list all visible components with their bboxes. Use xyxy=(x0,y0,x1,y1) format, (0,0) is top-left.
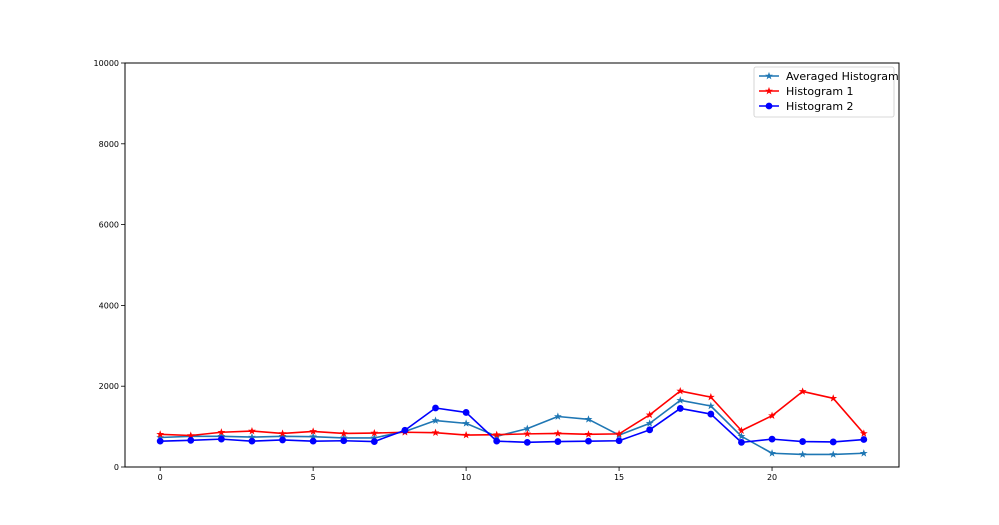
data-point xyxy=(553,429,562,437)
data-point xyxy=(370,428,379,437)
y-tick-label: 8000 xyxy=(99,140,119,149)
data-point xyxy=(645,410,654,419)
data-point xyxy=(553,412,562,420)
data-point xyxy=(492,430,501,438)
data-point xyxy=(799,438,807,445)
data-point xyxy=(737,432,746,440)
legend-item: Histogram 2 xyxy=(759,100,854,113)
series-line xyxy=(160,407,864,444)
data-point xyxy=(768,411,776,420)
legend-label: Histogram 2 xyxy=(786,100,854,113)
data-point xyxy=(738,438,745,446)
data-point xyxy=(798,450,807,458)
plot-area xyxy=(125,63,899,467)
y-tick-label: 4000 xyxy=(99,301,119,310)
data-point xyxy=(615,437,623,445)
data-point xyxy=(554,438,562,445)
data-point xyxy=(493,437,501,445)
data-point xyxy=(370,438,378,445)
data-point xyxy=(462,409,470,416)
series-histogram-1 xyxy=(156,386,868,439)
data-point xyxy=(676,386,685,395)
x-tick-label: 20 xyxy=(767,473,777,482)
x-tick-label: 5 xyxy=(311,473,316,482)
y-axis: 0 2000 4000 6000 8000 10000 xyxy=(94,59,125,472)
data-point xyxy=(646,426,654,434)
data-point xyxy=(768,449,776,457)
data-point xyxy=(340,437,348,445)
data-point xyxy=(615,429,623,438)
data-point xyxy=(676,405,684,412)
y-tick-label: 10000 xyxy=(94,59,119,68)
legend-item: Averaged Histogram xyxy=(759,70,899,83)
data-point xyxy=(156,430,165,438)
plot-background xyxy=(125,63,899,467)
legend: Averaged Histogram Histogram 1 Histogram 2 xyxy=(753,66,899,118)
data-point xyxy=(462,430,470,439)
data-point xyxy=(248,426,256,435)
data-point xyxy=(523,429,532,438)
data-point xyxy=(860,436,868,443)
data-point xyxy=(309,437,317,445)
data-point xyxy=(859,429,868,437)
legend-label: Averaged Histogram xyxy=(786,70,899,83)
data-point xyxy=(217,428,226,436)
data-point xyxy=(829,438,837,446)
x-tick-label: 15 xyxy=(614,473,624,482)
data-point xyxy=(309,427,318,435)
data-point xyxy=(278,429,287,437)
data-point xyxy=(462,419,471,427)
data-point xyxy=(706,393,715,401)
series-line xyxy=(160,390,865,437)
data-point xyxy=(645,419,654,427)
legend-box xyxy=(753,66,895,118)
series-histogram-2 xyxy=(156,404,868,446)
series-line xyxy=(160,399,864,456)
legend-label: Histogram 1 xyxy=(786,85,854,98)
data-point xyxy=(859,449,868,457)
data-point xyxy=(432,404,439,412)
data-point xyxy=(585,437,592,445)
data-point xyxy=(156,437,164,445)
y-tick-label: 2000 xyxy=(99,382,119,391)
data-point xyxy=(676,396,685,404)
data-point xyxy=(706,401,715,410)
data-point xyxy=(248,437,256,445)
data-point xyxy=(584,430,593,438)
data-point xyxy=(829,394,838,402)
data-point xyxy=(279,436,286,444)
data-point xyxy=(707,410,715,418)
data-point xyxy=(186,431,195,439)
series-layer xyxy=(156,386,868,458)
data-point xyxy=(798,387,807,395)
data-point xyxy=(187,436,195,444)
data-point xyxy=(829,450,838,458)
data-point xyxy=(401,426,409,434)
data-point xyxy=(431,416,440,424)
data-point xyxy=(523,438,531,446)
plot-frame xyxy=(124,62,900,468)
x-axis: 0 5 10 15 20 xyxy=(158,467,777,482)
data-point xyxy=(737,426,746,434)
legend-marker xyxy=(765,102,773,110)
data-point xyxy=(584,415,593,423)
data-point xyxy=(768,435,776,443)
x-tick-label: 10 xyxy=(461,473,471,482)
y-tick-label: 0 xyxy=(114,463,119,472)
legend-marker xyxy=(765,86,773,95)
legend-item: Histogram 1 xyxy=(759,85,854,98)
y-tick-label: 6000 xyxy=(99,221,119,230)
legend-marker xyxy=(765,71,773,80)
data-point xyxy=(431,428,440,436)
data-point xyxy=(217,435,225,443)
data-point xyxy=(339,429,348,437)
x-tick-label: 0 xyxy=(158,473,163,482)
